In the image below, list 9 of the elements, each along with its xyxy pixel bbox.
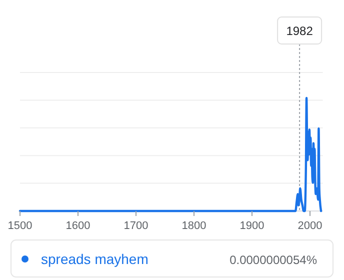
x-tick-label: 1900 — [240, 220, 264, 232]
x-tick-label: 1500 — [8, 220, 32, 232]
x-tick-label: 1700 — [124, 220, 148, 232]
ref-line-label: 1982 — [286, 24, 314, 38]
x-tick-label: 1800 — [182, 220, 206, 232]
text: 0.0000000054% — [230, 253, 318, 267]
legend-label: spreads mayhem — [41, 251, 148, 267]
x-tick-label: 1600 — [66, 220, 90, 232]
x-tick-label: 2000 — [298, 220, 322, 232]
